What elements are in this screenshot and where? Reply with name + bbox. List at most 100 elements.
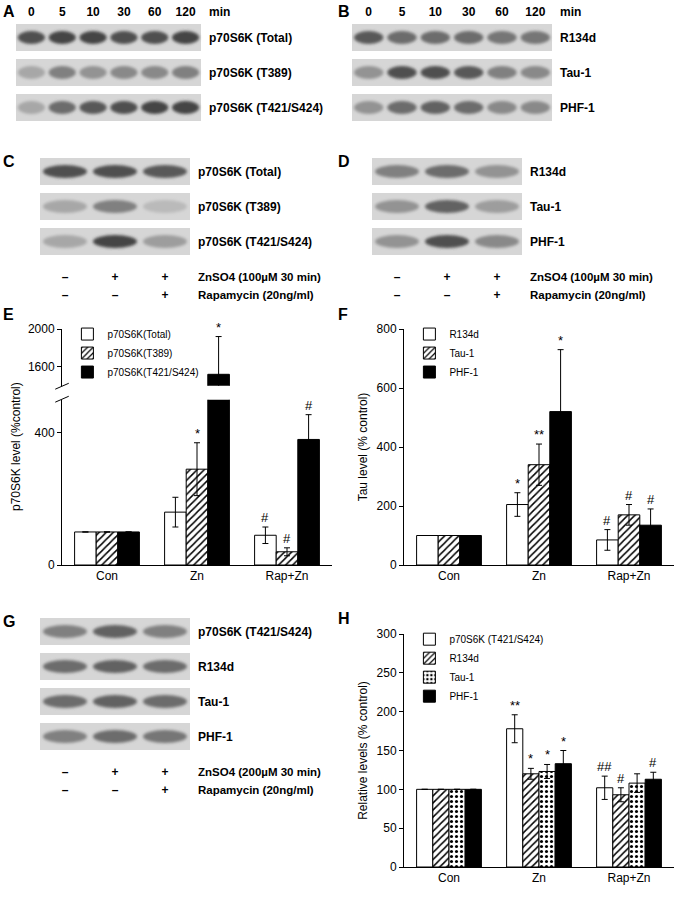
svg-text:*: * xyxy=(195,426,200,441)
svg-text:PHF-1: PHF-1 xyxy=(198,730,233,744)
svg-text:p70S6K (T389): p70S6K (T389) xyxy=(209,66,292,80)
svg-text:5: 5 xyxy=(59,5,66,19)
svg-text:Rap+Zn: Rap+Zn xyxy=(607,569,650,583)
svg-text:H: H xyxy=(338,610,350,627)
svg-text:*: * xyxy=(558,333,563,348)
svg-text:–: – xyxy=(62,288,69,302)
svg-text:10: 10 xyxy=(429,5,443,19)
svg-text:PHF-1: PHF-1 xyxy=(560,101,595,115)
svg-text:*: * xyxy=(545,747,550,762)
svg-text:+: + xyxy=(443,270,450,284)
svg-text:#: # xyxy=(283,531,291,546)
svg-text:min: min xyxy=(560,5,581,19)
svg-text:B: B xyxy=(338,3,350,20)
svg-text:0: 0 xyxy=(390,860,397,874)
svg-text:#: # xyxy=(647,492,655,507)
svg-text:100: 100 xyxy=(377,783,397,797)
svg-text:Tau-1: Tau-1 xyxy=(560,66,591,80)
svg-text:200: 200 xyxy=(377,499,397,513)
svg-text:#: # xyxy=(305,398,313,413)
svg-text:ZnSO4 (100µM 30 min): ZnSO4 (100µM 30 min) xyxy=(530,271,653,283)
svg-text:Zn: Zn xyxy=(190,569,204,583)
svg-text:0: 0 xyxy=(48,558,55,572)
svg-text:60: 60 xyxy=(495,5,509,19)
svg-text:G: G xyxy=(3,613,15,630)
svg-text:#: # xyxy=(625,488,633,503)
svg-text:30: 30 xyxy=(462,5,476,19)
svg-text:60: 60 xyxy=(148,5,162,19)
svg-text:+: + xyxy=(161,270,168,284)
svg-text:ZnSO4 (100µM 30 min): ZnSO4 (100µM 30 min) xyxy=(198,271,321,283)
svg-text:10: 10 xyxy=(86,5,100,19)
svg-text:ZnSO4 (200µM 30 min): ZnSO4 (200µM 30 min) xyxy=(198,766,321,778)
svg-text:Relative levels (% control): Relative levels (% control) xyxy=(356,681,370,820)
svg-text:+: + xyxy=(161,783,168,797)
svg-text:Con: Con xyxy=(438,569,460,583)
svg-text:min: min xyxy=(209,5,230,19)
svg-text:p70S6K (Total): p70S6K (Total) xyxy=(198,165,281,179)
svg-text:+: + xyxy=(493,270,500,284)
svg-text:*: * xyxy=(216,320,221,335)
svg-text:R134d: R134d xyxy=(449,329,478,340)
svg-text:+: + xyxy=(111,270,118,284)
svg-text:**: ** xyxy=(510,698,520,713)
svg-text:2000: 2000 xyxy=(28,322,55,336)
svg-text:Tau level (% control): Tau level (% control) xyxy=(356,393,370,502)
svg-text:–: – xyxy=(394,270,401,284)
svg-text:–: – xyxy=(62,765,69,779)
svg-text:Tau-1: Tau-1 xyxy=(198,695,229,709)
svg-text:–: – xyxy=(394,288,401,302)
svg-text:600: 600 xyxy=(377,381,397,395)
svg-text:#: # xyxy=(649,755,657,770)
svg-text:*: * xyxy=(561,734,566,749)
svg-text:p70S6K (T421/S424): p70S6K (T421/S424) xyxy=(198,625,312,639)
svg-text:PHF-1: PHF-1 xyxy=(449,367,478,378)
svg-text:F: F xyxy=(338,306,348,323)
svg-text:#: # xyxy=(603,513,611,528)
svg-text:##: ## xyxy=(597,759,612,774)
svg-text:120: 120 xyxy=(176,5,196,19)
svg-text:E: E xyxy=(3,306,14,323)
svg-text:p70S6K level (%control): p70S6K level (%control) xyxy=(9,382,23,511)
svg-text:Con: Con xyxy=(96,569,118,583)
svg-text:p70S6K (Total): p70S6K (Total) xyxy=(209,31,292,45)
svg-text:Rap+Zn: Rap+Zn xyxy=(265,569,308,583)
svg-text:Tau-1: Tau-1 xyxy=(449,348,474,359)
svg-text:Rap+Zn: Rap+Zn xyxy=(607,871,650,885)
svg-text:p70S6K(T421/S424): p70S6K(T421/S424) xyxy=(107,367,198,378)
svg-text:R134d: R134d xyxy=(530,165,566,179)
svg-text:p70S6K (T421/S424): p70S6K (T421/S424) xyxy=(198,235,312,249)
svg-text:p70S6K(Total): p70S6K(Total) xyxy=(107,329,170,340)
svg-text:A: A xyxy=(3,3,15,20)
svg-text:p70S6K (T421/S424): p70S6K (T421/S424) xyxy=(449,634,543,645)
svg-text:R134d: R134d xyxy=(449,653,478,664)
svg-text:50: 50 xyxy=(383,821,397,835)
svg-text:PHF-1: PHF-1 xyxy=(530,235,565,249)
svg-text:300: 300 xyxy=(377,627,397,641)
svg-text:*: * xyxy=(528,751,533,766)
svg-text:*: * xyxy=(515,476,520,491)
svg-text:Tau-1: Tau-1 xyxy=(530,200,561,214)
svg-text:+: + xyxy=(111,765,118,779)
svg-text:PHF-1: PHF-1 xyxy=(449,691,478,702)
svg-text:400: 400 xyxy=(35,426,55,440)
svg-text:800: 800 xyxy=(377,322,397,336)
svg-text:–: – xyxy=(444,288,451,302)
svg-text:#: # xyxy=(261,510,269,525)
svg-text:p70S6K(T389): p70S6K(T389) xyxy=(107,348,172,359)
svg-text:+: + xyxy=(161,288,168,302)
svg-text:Con: Con xyxy=(438,871,460,885)
svg-text:Rapamycin (20ng/ml): Rapamycin (20ng/ml) xyxy=(530,289,646,301)
svg-text:400: 400 xyxy=(377,440,397,454)
svg-text:0: 0 xyxy=(28,5,35,19)
svg-text:p70S6K (T389): p70S6K (T389) xyxy=(198,200,281,214)
svg-text:120: 120 xyxy=(525,5,545,19)
svg-text:Zn: Zn xyxy=(532,569,546,583)
svg-text:0: 0 xyxy=(390,558,397,572)
svg-text:R134d: R134d xyxy=(198,660,234,674)
svg-text:+: + xyxy=(161,765,168,779)
svg-text:5: 5 xyxy=(399,5,406,19)
svg-text:#: # xyxy=(617,771,625,786)
svg-text:p70S6K (T421/S424): p70S6K (T421/S424) xyxy=(209,101,323,115)
svg-text:Zn: Zn xyxy=(532,871,546,885)
